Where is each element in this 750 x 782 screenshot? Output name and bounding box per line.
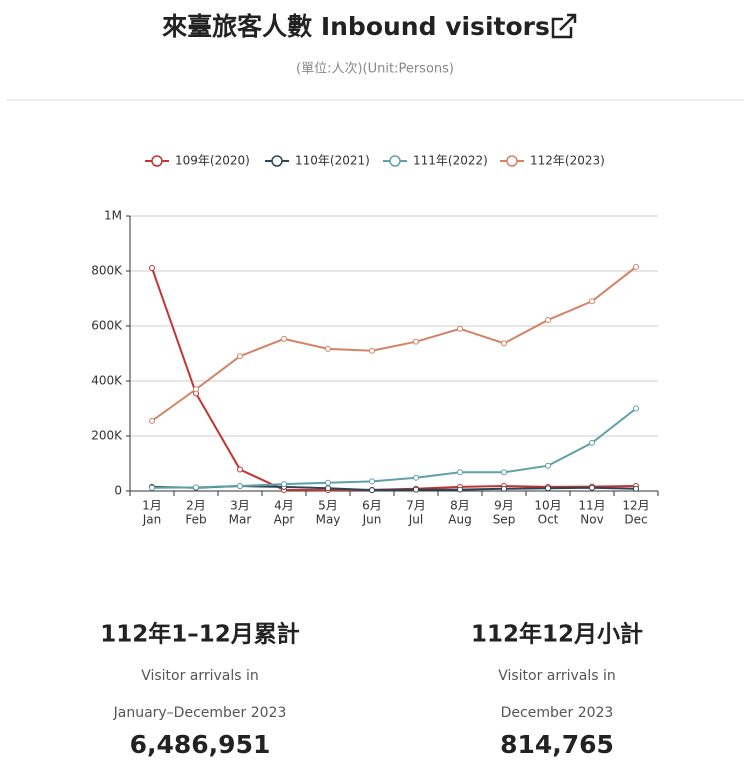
point [325, 479, 331, 486]
page-title: 來臺旅客人數 Inbound visitors [162, 12, 550, 41]
point [633, 263, 639, 270]
x-tick-label: 1月 [142, 499, 162, 513]
x-tick-label: 10月 [534, 499, 561, 513]
stat-caption: Visitor arrivals in [498, 668, 616, 684]
point [237, 466, 243, 473]
x-tick-label: Sep [493, 513, 516, 527]
stat-title: 112年12月小計 [471, 621, 643, 648]
series-line [151, 407, 637, 489]
point [369, 347, 375, 354]
stat-caption: December 2023 [501, 705, 614, 721]
x-tick-label: May [316, 513, 341, 527]
icon-box [551, 17, 573, 39]
point [633, 405, 639, 412]
x-tick-label: 3月 [230, 499, 250, 513]
point [149, 417, 155, 424]
y-tick-label: 800K [91, 264, 123, 278]
point [281, 481, 287, 488]
y-tick-label: 200K [91, 429, 123, 443]
point [149, 264, 155, 271]
x-tick-label: 6月 [362, 499, 382, 513]
point [501, 469, 507, 476]
legend-marker [389, 155, 401, 167]
point [369, 478, 375, 485]
legend-label: 109年(2020) [175, 154, 250, 168]
x-tick-label: Mar [229, 513, 252, 527]
point [457, 325, 463, 332]
legend-label: 111年(2022) [413, 154, 488, 168]
legend-label: 112年(2023) [530, 154, 605, 168]
point [457, 469, 463, 476]
point [281, 335, 287, 342]
point [325, 485, 331, 492]
x-tick-label: Oct [538, 513, 559, 527]
stat-value: 814,765 [500, 730, 614, 759]
x-tick-label: 12月 [622, 499, 649, 513]
x-tick-label: 11月 [578, 499, 605, 513]
x-tick-label: Nov [580, 513, 603, 527]
legend-marker [151, 155, 163, 167]
x-tick-label: Apr [274, 513, 295, 527]
x-tick-label: Jun [362, 513, 382, 527]
point [545, 316, 551, 323]
x-tick-label: 8月 [450, 499, 470, 513]
x-tick-label: 5月 [318, 499, 338, 513]
external-link-icon[interactable] [551, 13, 577, 39]
point [237, 353, 243, 360]
subtitle: (單位:人次)(Unit:Persons) [296, 61, 454, 77]
icon-arrow [559, 13, 577, 31]
point [149, 484, 155, 491]
stat-caption: Visitor arrivals in [141, 668, 259, 684]
point [413, 474, 419, 481]
stat-value: 6,486,951 [130, 730, 271, 759]
x-tick-label: Jan [142, 513, 162, 527]
legend-label: 110年(2021) [295, 154, 370, 168]
point [545, 462, 551, 469]
y-tick-label: 1M [104, 209, 122, 223]
legend-marker [506, 155, 518, 167]
series-line [151, 266, 637, 422]
point [501, 485, 507, 492]
y-tick-label: 600K [91, 319, 123, 333]
x-tick-label: 7月 [406, 499, 426, 513]
stat-caption: January–December 2023 [113, 705, 287, 721]
point [589, 484, 595, 491]
point [325, 345, 331, 352]
y-tick-label: 400K [91, 374, 123, 388]
point [193, 484, 199, 491]
x-tick-label: Dec [624, 513, 647, 527]
x-tick-label: Feb [185, 513, 206, 527]
y-tick-label: 0 [114, 484, 122, 498]
point [413, 486, 419, 493]
x-tick-label: 4月 [274, 499, 294, 513]
point [369, 487, 375, 494]
point [413, 338, 419, 345]
point [237, 483, 243, 490]
point [545, 485, 551, 492]
point [589, 439, 595, 446]
x-tick-label: Aug [448, 513, 471, 527]
stat-title: 112年1–12月累計 [100, 621, 300, 648]
x-tick-label: 9月 [494, 499, 514, 513]
point [457, 486, 463, 493]
point [501, 340, 507, 347]
point [589, 298, 595, 305]
legend-marker [271, 155, 283, 167]
point [633, 485, 639, 492]
point [193, 386, 199, 393]
stats: 112年1–12月累計 Visitor arrivals in January–De… [100, 621, 643, 760]
x-tick-label: 2月 [186, 499, 206, 513]
x-tick-label: Jul [408, 513, 423, 527]
